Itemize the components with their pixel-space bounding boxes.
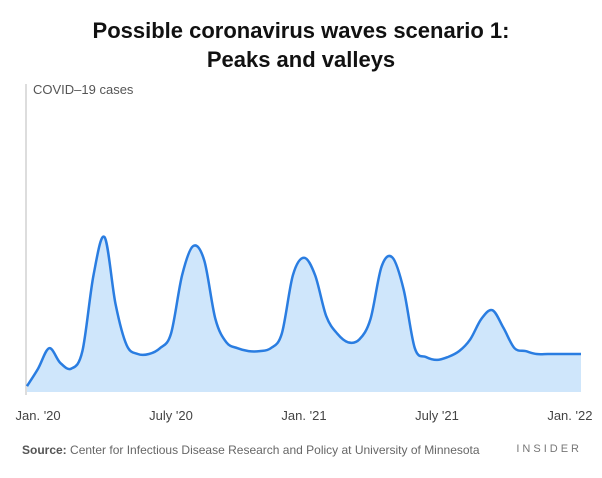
- x-axis-ticks: Jan. '20 July '20 Jan. '21 July '21 Jan. '22: [16, 408, 593, 423]
- series-line: [25, 235, 581, 387]
- chart-title-line-1: Possible coronavirus waves scenario 1:: [92, 18, 510, 43]
- series-area-fill: [27, 236, 581, 392]
- chart-title: Possible coronavirus waves scenario 1: P…: [0, 16, 602, 74]
- source-text: Center for Infectious Disease Research a…: [70, 443, 480, 457]
- brand-logo: INSIDER: [516, 443, 582, 455]
- x-tick-label: July '20: [149, 408, 193, 423]
- footer: Source: Center for Infectious Disease Re…: [22, 443, 582, 463]
- x-tick-label: Jan. '20: [16, 408, 61, 423]
- source-label: Source:: [22, 443, 67, 457]
- x-tick-label: Jan. '21: [281, 408, 326, 423]
- x-tick-label: Jan. '22: [547, 408, 592, 423]
- chart-title-line-2: Peaks and valleys: [206, 47, 396, 72]
- y-axis-label: COVID–19 cases: [33, 82, 134, 97]
- x-tick-label: July '21: [415, 408, 459, 423]
